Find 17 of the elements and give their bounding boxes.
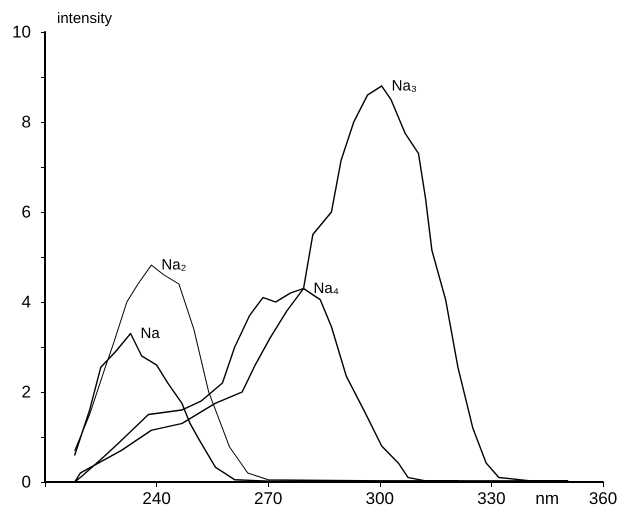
y-axis-title: intensity <box>57 10 113 27</box>
y-tick-label: 0 <box>22 472 31 492</box>
series-label: Na₄ <box>314 280 339 297</box>
x-tick-label: 360 <box>588 489 618 508</box>
x-axis-title: nm <box>535 489 560 508</box>
y-tick-label: 4 <box>22 292 31 312</box>
y-tick-label: 2 <box>22 382 31 402</box>
x-tick-label: 240 <box>142 489 171 508</box>
y-tick-label: 10 <box>12 22 31 42</box>
x-tick-label: 330 <box>477 489 506 508</box>
series-label: Na₂ <box>161 256 187 274</box>
y-tick-label: 6 <box>22 202 31 222</box>
series-label: Na <box>140 325 160 342</box>
x-tick-label: 270 <box>254 489 282 508</box>
y-tick-label: 8 <box>22 112 31 132</box>
x-tick-label: 300 <box>366 489 394 508</box>
series-label: Na₃ <box>392 78 417 94</box>
